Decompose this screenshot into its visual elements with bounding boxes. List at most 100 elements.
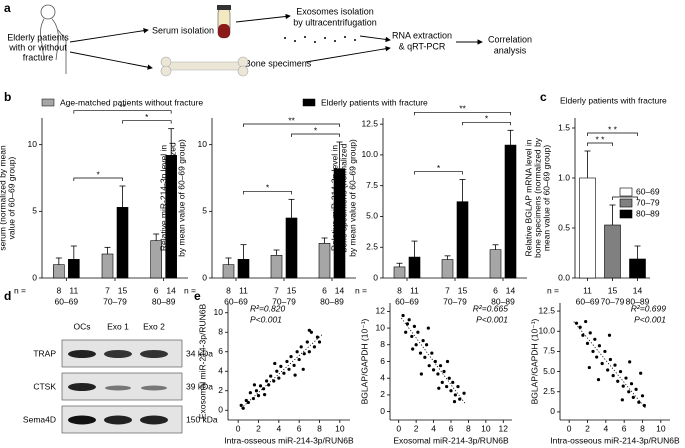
n-value: 8 xyxy=(226,285,231,295)
point xyxy=(410,334,414,339)
band xyxy=(141,385,167,391)
step-text: RNA extraction xyxy=(392,30,452,40)
point xyxy=(404,330,408,334)
size-label: 34 kDa xyxy=(186,348,213,358)
n-value: 14 xyxy=(506,285,516,295)
point xyxy=(239,403,243,407)
n-value: 8 xyxy=(397,285,402,295)
point xyxy=(241,406,245,410)
point xyxy=(627,390,631,394)
y-axis-label: Exosomal miR-214-3p/RUN6B xyxy=(197,304,207,420)
arrow xyxy=(69,28,149,43)
n-value: 6 xyxy=(154,285,159,295)
n-value: 7 xyxy=(105,285,110,295)
x-tick-label: 10 xyxy=(656,423,666,433)
protein-label: Sema4D xyxy=(23,414,56,424)
point xyxy=(587,365,591,370)
panel-label: e xyxy=(194,289,201,303)
size-label: 150 kDa xyxy=(186,414,218,424)
x-tick-label: 6 xyxy=(297,423,302,433)
point xyxy=(272,379,276,383)
arrow xyxy=(235,13,291,23)
western-blot: OCs Exo 1 Exo 2 TRAP 34 kDa CTSK 39 kDa … xyxy=(23,321,218,434)
point xyxy=(307,350,311,354)
significance-bracket xyxy=(291,133,340,137)
point xyxy=(401,313,405,318)
point xyxy=(438,364,443,368)
panel-label: d xyxy=(4,289,11,303)
n-value: 14 xyxy=(166,285,176,295)
n-value: 8 xyxy=(56,285,61,295)
x-tick-label: 80–89 xyxy=(491,296,515,306)
step-text: fracture xyxy=(23,52,54,62)
x-axis-label: Intra-osseous miR-214-3p/RUN6B xyxy=(550,435,680,445)
point xyxy=(606,368,610,372)
significance-bracket xyxy=(73,177,123,181)
point xyxy=(445,359,450,364)
point xyxy=(416,330,420,334)
point xyxy=(453,393,457,397)
point xyxy=(437,386,441,390)
significance-label: * xyxy=(97,169,101,179)
n-label: n = xyxy=(14,285,26,295)
significance-label: ** xyxy=(459,104,466,114)
point xyxy=(287,367,291,371)
point xyxy=(433,359,437,364)
y-tick-label: 2.5 xyxy=(543,386,555,396)
n-label: n = xyxy=(547,285,559,295)
bar xyxy=(629,258,646,279)
y-tick-label: 2 xyxy=(380,389,385,399)
x-tick-label: 8 xyxy=(640,423,645,433)
n-label: n = xyxy=(355,285,367,295)
significance-bracket xyxy=(414,111,511,116)
serum-tube xyxy=(217,5,231,39)
y-tick-label: 8 xyxy=(380,339,385,349)
point xyxy=(293,373,297,377)
bone-icon xyxy=(160,56,249,77)
point xyxy=(445,384,449,389)
point xyxy=(279,364,283,368)
annotation: P<0.001 xyxy=(634,314,666,324)
point xyxy=(285,359,289,364)
size-label: 39 kDa xyxy=(186,381,213,391)
annotation: R²=0.820 xyxy=(250,303,285,313)
band xyxy=(68,350,96,358)
step-text: Correlation xyxy=(488,34,532,44)
point xyxy=(591,349,595,354)
y-tick-label: 1.0 xyxy=(558,172,570,182)
bar xyxy=(101,253,114,279)
point xyxy=(618,369,623,374)
point xyxy=(265,379,269,383)
y-axis-label: Relative BGLAP mRNA level in xyxy=(523,139,533,256)
significance-label: * xyxy=(145,112,149,122)
panel-label: a xyxy=(4,1,11,15)
point xyxy=(307,328,311,332)
point xyxy=(426,326,430,330)
x-tick-label: 4 xyxy=(603,423,608,433)
point xyxy=(451,380,455,384)
point xyxy=(425,343,429,347)
significance-label: * * xyxy=(596,134,606,144)
y-axis-label: by mean value of 60–69 group) xyxy=(347,139,357,257)
y-axis-label: bone specimens (normalized by xyxy=(532,137,542,258)
significance-bracket xyxy=(73,110,172,114)
bar xyxy=(53,264,65,279)
step-text: Bone specimens xyxy=(245,58,312,68)
bar xyxy=(408,256,421,279)
legend-label: Elderly patients with fracture xyxy=(321,97,428,107)
point xyxy=(289,355,293,359)
lane-label: Exo 1 xyxy=(107,321,129,331)
step-text: analysis xyxy=(494,45,527,55)
arrow xyxy=(305,46,391,63)
y-tick-label: 4 xyxy=(218,366,223,376)
x-tick-label: 70–79 xyxy=(103,296,127,306)
n-value: 15 xyxy=(608,285,618,295)
y-axis-label: Relative miR-214-3p level in xyxy=(329,145,339,252)
n-value: 14 xyxy=(335,285,345,295)
y-tick-label: 6 xyxy=(380,356,385,366)
n-value: 15 xyxy=(458,285,468,295)
bar xyxy=(333,168,346,279)
significance-label: * xyxy=(485,114,489,124)
n-value: 6 xyxy=(322,285,327,295)
